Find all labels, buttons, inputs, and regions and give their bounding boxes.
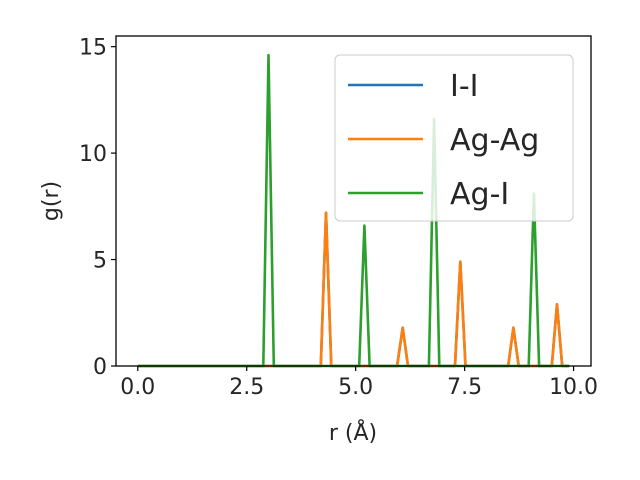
series-line-1	[137, 211, 570, 368]
x-axis-ticks: 0.0 2.5 5.0 7.5 10.0	[120, 366, 598, 400]
x-tick-label: 10.0	[549, 375, 598, 400]
y-tick-label: 5	[93, 249, 107, 274]
x-tick-label: 2.5	[229, 375, 264, 400]
y-tick-label: 15	[79, 36, 107, 61]
x-axis-label: r (Å)	[329, 419, 377, 446]
legend-box	[334, 54, 574, 222]
legend: I-I Ag-Ag Ag-I	[334, 54, 574, 222]
x-tick-label: 5.0	[338, 375, 373, 400]
y-tick-label: 0	[93, 355, 107, 380]
series-line-0	[137, 211, 570, 368]
legend-label-1: Ag-Ag	[450, 123, 539, 158]
y-tick-label: 10	[79, 142, 107, 167]
y-axis-ticks: 0 5 10 15	[79, 36, 116, 380]
plot-area-frame	[115, 35, 592, 367]
legend-label-0: I-I	[450, 69, 479, 104]
y-axis-label: g(r)	[39, 181, 64, 221]
x-tick-label: 0.0	[120, 375, 155, 400]
legend-label-2: Ag-I	[450, 177, 509, 212]
x-tick-label: 7.5	[447, 375, 482, 400]
